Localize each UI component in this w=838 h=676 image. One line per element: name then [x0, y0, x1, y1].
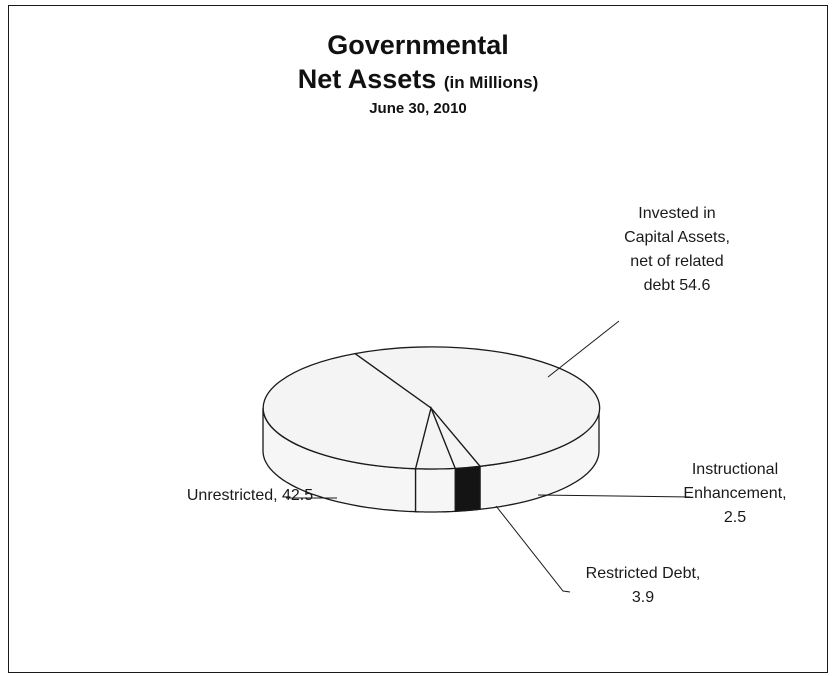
data-label-line: Enhancement, — [683, 485, 786, 502]
data-label-line: Restricted Debt, — [586, 565, 701, 582]
leader-line-instructional-enhancement — [537, 494, 691, 498]
chart-title-line1: Governmental — [327, 30, 509, 60]
data-label-line: net of related — [630, 253, 723, 270]
data-label-line: Instructional — [692, 461, 778, 478]
chart-title-line2: Net Assets (in Millions) — [8, 64, 828, 95]
data-label-line: 2.5 — [724, 509, 746, 526]
data-label-invested-in-capital-assets-net-of-related-debt: Invested in Capital Assets, net of related… — [624, 205, 730, 294]
chart-title-unit: (in Millions) — [443, 73, 539, 92]
pie-side-restricted-debt — [414, 467, 456, 513]
data-label-line: 3.9 — [632, 589, 654, 606]
leader-line-invested-in-capital-assets-net-of-related-debt — [547, 320, 620, 378]
data-label-restricted-debt: Restricted Debt, 3.9 — [586, 565, 701, 606]
data-label-line: Invested in — [638, 205, 715, 222]
data-label-line: Capital Assets, — [624, 229, 730, 246]
pie-slice-unrestricted — [262, 352, 432, 470]
data-label-instructional-enhancement: Instructional Enhancement, 2.5 — [683, 461, 786, 526]
leader-line-restricted-debt — [495, 505, 571, 593]
chart-subtitle: June 30, 2010 — [369, 100, 467, 117]
pie-slice-invested-in-capital-assets-net-of-related-debt — [353, 346, 601, 467]
data-label-line: debt 54.6 — [644, 277, 711, 294]
data-label-line: Unrestricted, 42.5 — [187, 487, 313, 504]
chart-title-main: Net Assets — [297, 64, 437, 94]
pie-side-instructional-enhancement — [454, 465, 481, 513]
chart-frame — [8, 5, 828, 673]
data-label-unrestricted: Unrestricted, 42.5 — [187, 487, 313, 504]
